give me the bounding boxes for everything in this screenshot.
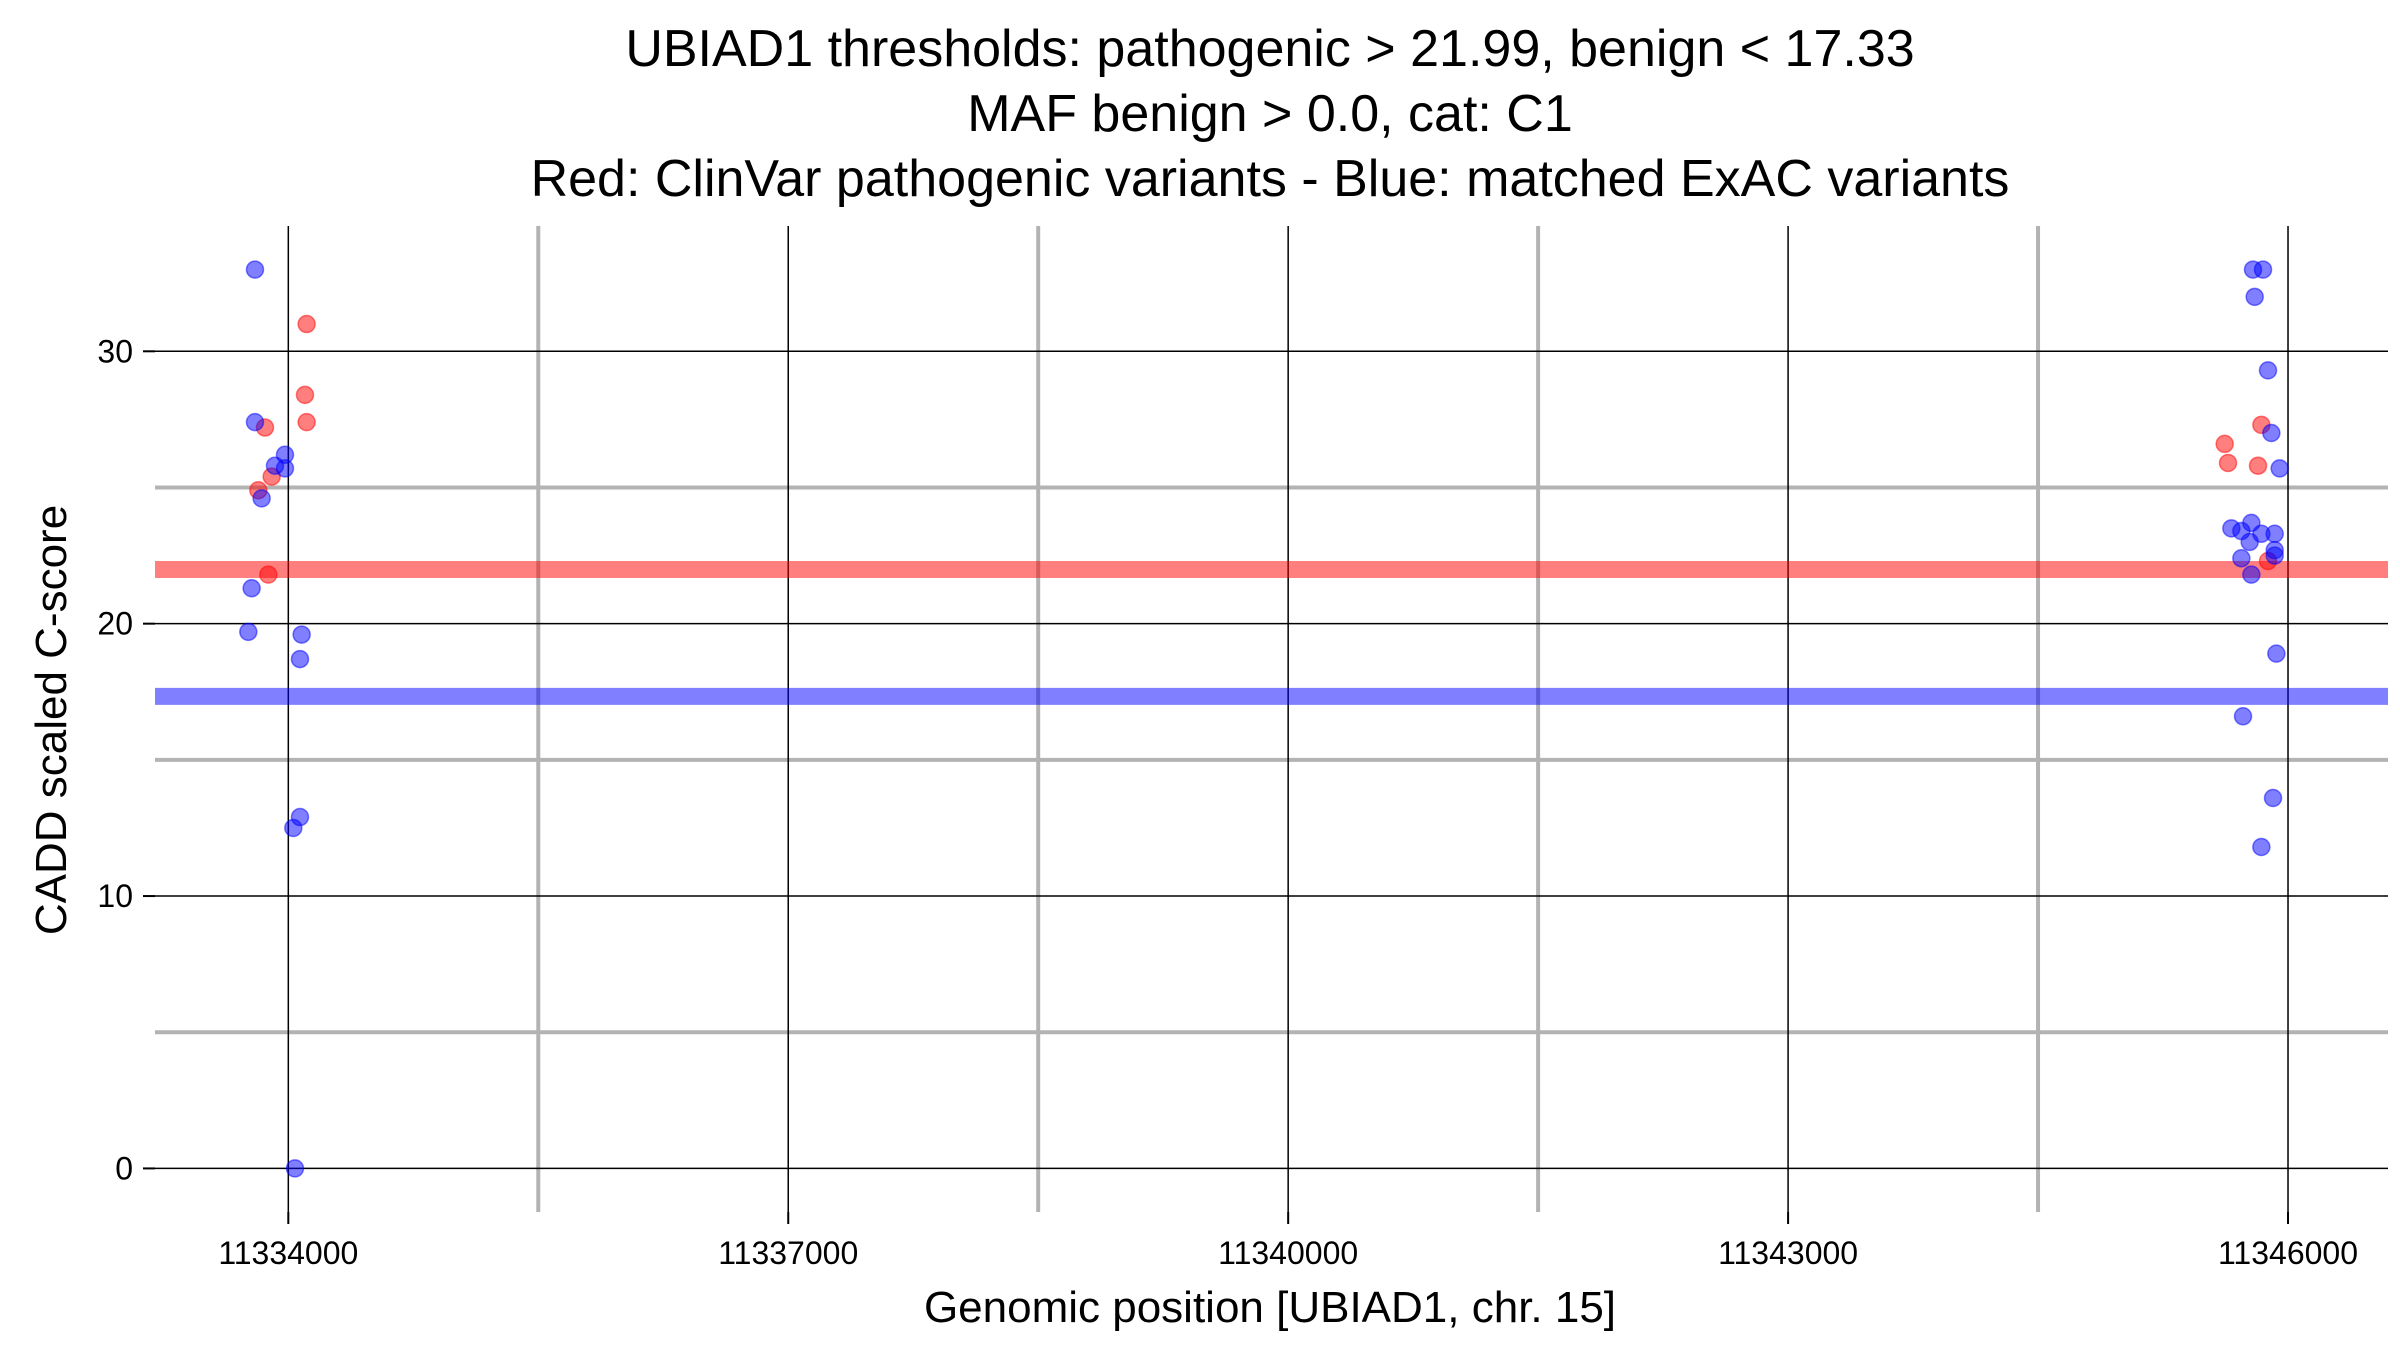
x-tick-label-0: 11334000: [218, 1235, 358, 1271]
major-gridlines: [155, 226, 2388, 1212]
series-1-point-27: [2265, 546, 2284, 565]
series-0-point-7: [2215, 434, 2234, 454]
series-1-point-5: [252, 489, 271, 508]
title-line-2: MAF benign > 0.0, cat: C1: [967, 85, 1573, 143]
series-1-point-31: [2263, 788, 2283, 808]
x-tick-label-4: 11346000: [2218, 1235, 2358, 1271]
x-tick-label-1: 11337000: [718, 1235, 858, 1271]
x-tick-label-2: 11340000: [1218, 1235, 1358, 1271]
series-1-point-9: [290, 649, 310, 669]
series-1-point-7: [239, 622, 258, 642]
series-1-point-15: [2245, 287, 2264, 307]
series-0-point-6: [259, 565, 278, 584]
series-1-point-23: [2265, 524, 2284, 544]
x-tick-label-3: 11343000: [1718, 1235, 1858, 1271]
y-tick-label-3: 30: [97, 333, 133, 369]
title-line-1: UBIAD1 thresholds: pathogenic > 21.99, b…: [625, 20, 1914, 78]
series-0-point-1: [295, 385, 315, 405]
series-1-point-18: [2270, 459, 2289, 478]
minor-gridlines: [155, 226, 2388, 1212]
series-1-point-0: [245, 260, 265, 279]
axis-ticks: 11334000 11337000 11340000 11343000 11346000…: [97, 333, 2358, 1271]
series-0-point-8: [2218, 453, 2238, 473]
x-axis-title: Genomic position [UBIAD1, chr. 15]: [924, 1283, 1616, 1332]
series-1-point-24: [2240, 532, 2259, 552]
series-1-point-30: [2233, 707, 2253, 726]
series-1-point-1: [245, 412, 265, 432]
series-1-point-26: [2232, 549, 2251, 568]
y-tick-label-1: 10: [97, 878, 133, 914]
series-0-point-10: [2248, 456, 2268, 475]
series-0-point-0: [297, 314, 316, 334]
series-1-point-28: [2242, 565, 2261, 584]
chart-title: UBIAD1 thresholds: pathogenic > 21.99, b…: [531, 20, 2010, 208]
series-1-point-8: [292, 625, 311, 644]
series-0-point-2: [297, 412, 316, 432]
series-1-point-16: [2258, 361, 2278, 380]
title-line-3: Red: ClinVar pathogenic variants - Blue:…: [531, 150, 2010, 208]
series-1-point-32: [2252, 837, 2271, 857]
series-1-point-12: [285, 1159, 305, 1178]
series-1-point-14: [2253, 260, 2273, 279]
series-1-point-4: [275, 459, 295, 478]
y-tick-label-0: 0: [115, 1150, 133, 1186]
y-tick-label-2: 20: [97, 606, 133, 642]
series-1-point-11: [284, 818, 303, 838]
y-axis-title: CADD scaled C-score: [27, 505, 76, 935]
series-1-point-6: [242, 579, 261, 598]
series-1-point-17: [2262, 423, 2281, 443]
series-1-point-29: [2267, 644, 2286, 663]
threshold-lines: [155, 560, 2388, 705]
data-points: [239, 260, 2289, 1178]
